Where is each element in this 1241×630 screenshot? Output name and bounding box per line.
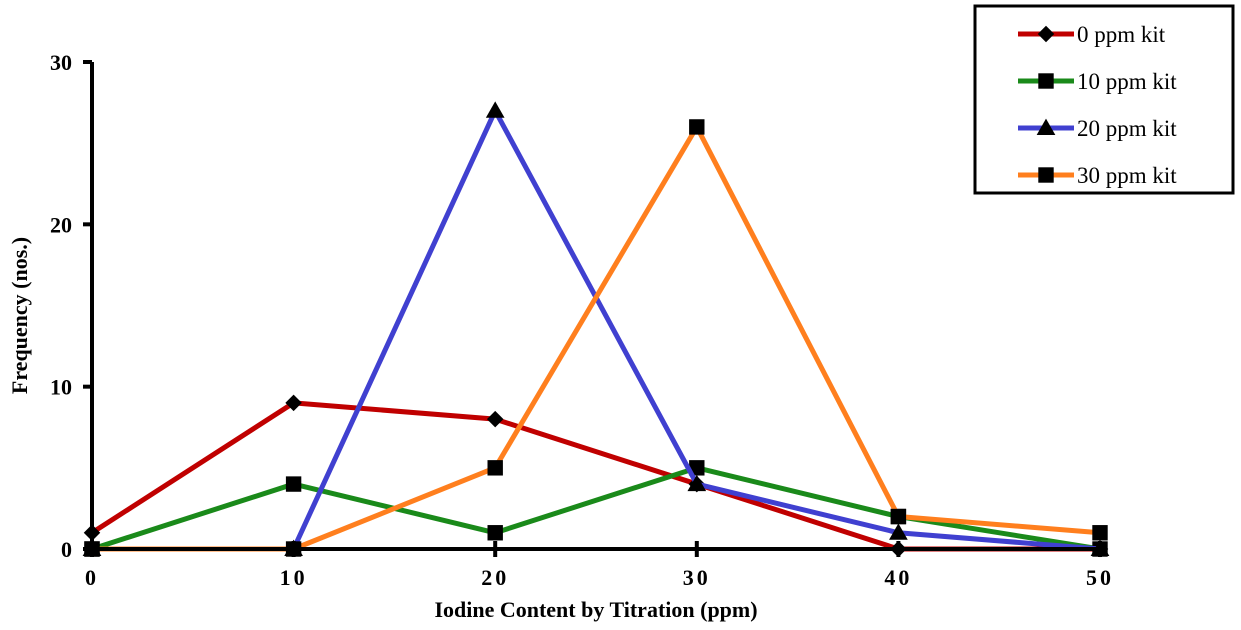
data-point [487,460,503,476]
legend-label: 0 ppm kit [1077,22,1166,47]
data-point [687,474,707,492]
legend-label: 30 ppm kit [1077,163,1177,188]
y-tick-label: 30 [50,50,72,75]
legend-item: 30 ppm kit [1018,163,1177,188]
y-axis-title: Frequency (nos.) [7,237,32,394]
data-point [485,101,505,118]
legend-label: 20 ppm kit [1077,116,1177,141]
series-line [92,124,1101,552]
x-tick-label: 10 [280,565,308,590]
series-line [91,465,1101,552]
data-point [890,508,907,525]
y-tick-label: 10 [50,375,72,400]
legend-marker [1038,167,1054,183]
series-4 [84,119,1108,557]
series-layer [82,101,1110,558]
x-tick-label: 40 [884,565,912,590]
x-tick-label: 20 [481,565,509,590]
legend-item: 20 ppm kit [1018,116,1177,141]
data-point [689,119,705,135]
y-tick-label: 20 [50,212,72,237]
x-axis-title: Iodine Content by Titration (ppm) [434,597,757,622]
x-tick-label: 50 [1086,565,1114,590]
series-line [92,108,1101,552]
data-point [285,394,302,412]
data-point [487,525,503,541]
axes [90,62,1100,551]
data-point [889,523,908,540]
legend-box [973,4,1235,195]
data-point [486,410,504,428]
x-tick-label: 0 [85,565,99,590]
series-2 [84,460,1108,557]
legend: 0 ppm kit 10 ppm kit 20 ppm kit 30 ppm kit [973,4,1235,195]
data-point [1092,525,1108,541]
legend-marker [1036,118,1056,136]
legend-marker [1038,73,1054,89]
x-tick-label: 30 [683,565,711,590]
y-tick-label: 0 [61,537,72,562]
series-3 [82,101,1110,557]
legend-item: 10 ppm kit [1018,69,1177,94]
series-1 [83,394,1109,558]
legend-label: 10 ppm kit [1077,69,1177,94]
legend-item: 0 ppm kit [1018,22,1166,47]
data-point [285,476,302,492]
legend-items: 0 ppm kit 10 ppm kit 20 ppm kit 30 ppm kit [1018,22,1177,188]
ticks: 0 10 20 30 0 10 20 30 40 50 [50,50,1114,590]
legend-marker [1037,25,1055,43]
